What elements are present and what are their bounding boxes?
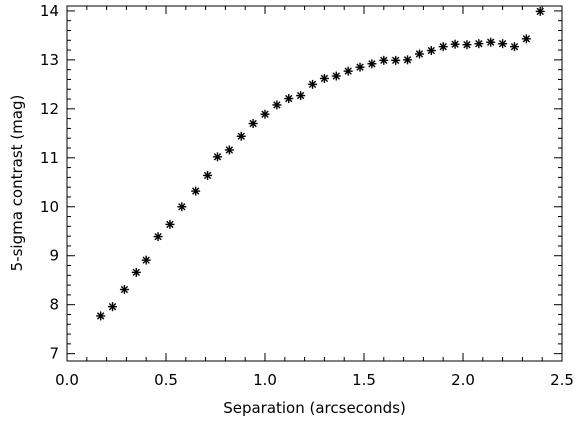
data-point-stroke	[273, 101, 281, 109]
data-point	[379, 55, 389, 65]
data-point-stroke	[498, 40, 507, 48]
y-tick-label: 7	[49, 345, 59, 363]
x-axis-label: Separation (arcseconds)	[223, 399, 406, 417]
data-point-stroke	[225, 146, 234, 154]
x-tick-label: 1.5	[352, 371, 376, 389]
data-point	[224, 145, 234, 155]
data-point	[521, 34, 531, 44]
data-point-stroke	[368, 60, 376, 68]
data-point	[367, 59, 377, 69]
data-point	[131, 267, 141, 277]
data-point	[296, 91, 306, 101]
data-point	[535, 6, 545, 16]
data-point	[141, 255, 151, 265]
data-point	[462, 40, 472, 50]
data-point-stroke	[415, 50, 424, 58]
y-tick-label: 10	[40, 198, 59, 216]
y-tick-label: 9	[49, 247, 59, 265]
data-point-stroke	[451, 40, 459, 48]
data-point-stroke	[249, 119, 257, 128]
data-point-stroke	[439, 42, 447, 51]
data-point	[486, 37, 496, 47]
data-point	[236, 131, 246, 141]
data-point	[260, 109, 270, 119]
axis-ticks	[66, 6, 563, 361]
y-tick-label: 11	[40, 149, 59, 167]
data-point-stroke	[96, 312, 105, 320]
data-point	[450, 39, 460, 49]
data-point-stroke	[463, 41, 471, 49]
data-point	[414, 49, 424, 59]
data-point-stroke	[320, 74, 329, 83]
data-point-stroke	[392, 56, 400, 65]
data-point	[308, 79, 318, 89]
data-points	[96, 6, 545, 321]
y-axis-label: 5-sigma contrast (mag)	[8, 95, 26, 272]
data-point	[212, 152, 222, 162]
data-point	[191, 186, 201, 196]
data-point-stroke	[154, 232, 162, 241]
data-point	[498, 39, 508, 49]
data-point	[165, 219, 175, 229]
plot-frame	[66, 5, 563, 362]
data-point	[153, 232, 163, 242]
data-point	[272, 100, 282, 110]
x-tick-label: 1.0	[253, 371, 277, 389]
data-point-stroke	[356, 63, 364, 71]
data-point-stroke	[380, 56, 388, 65]
data-point-stroke	[536, 7, 544, 16]
x-tick-label: 2.5	[550, 371, 574, 389]
data-point-stroke	[237, 132, 245, 140]
data-point	[355, 62, 365, 72]
y-tick-label: 13	[40, 51, 59, 69]
y-tick-label: 8	[49, 296, 59, 314]
x-tick-label: 0.0	[55, 371, 79, 389]
tick-labels: 0.0 0.5 1.0 1.5 2.0 2.5 7 8 9 10 11 12 13 14	[40, 2, 574, 389]
data-point-stroke	[332, 72, 340, 80]
data-point	[248, 119, 258, 129]
data-point	[96, 311, 106, 321]
data-point	[403, 55, 413, 65]
y-tick-label: 14	[40, 2, 59, 20]
data-point-stroke	[427, 46, 435, 55]
data-point	[203, 170, 213, 180]
x-tick-label: 0.5	[154, 371, 178, 389]
data-point	[509, 42, 519, 52]
data-point	[474, 39, 484, 49]
data-point	[177, 202, 187, 212]
data-point	[391, 55, 401, 65]
y-tick-label: 12	[40, 100, 59, 118]
data-point-stroke	[296, 91, 305, 100]
data-point	[331, 71, 341, 81]
x-tick-label: 2.0	[451, 371, 475, 389]
data-point-stroke	[285, 94, 293, 103]
data-point-stroke	[213, 153, 222, 161]
data-point-stroke	[132, 268, 140, 277]
data-point-stroke	[522, 35, 531, 43]
data-point	[343, 66, 353, 76]
data-point-stroke	[108, 302, 117, 311]
data-point-stroke	[308, 80, 317, 89]
data-point	[426, 46, 436, 56]
data-point	[438, 42, 448, 52]
data-point-stroke	[344, 67, 352, 75]
data-point-stroke	[475, 40, 483, 48]
data-point-stroke	[166, 220, 174, 229]
data-point-stroke	[192, 187, 200, 195]
data-point-stroke	[403, 56, 412, 64]
data-point-stroke	[487, 38, 495, 46]
data-point-stroke	[510, 42, 519, 51]
data-point	[319, 73, 329, 83]
data-point-stroke	[120, 285, 129, 294]
data-point	[108, 302, 118, 312]
data-point	[284, 94, 294, 104]
data-point-stroke	[142, 256, 150, 264]
data-point	[119, 285, 129, 295]
data-point-stroke	[203, 171, 212, 180]
data-point-stroke	[261, 110, 269, 118]
data-point-stroke	[178, 203, 186, 211]
